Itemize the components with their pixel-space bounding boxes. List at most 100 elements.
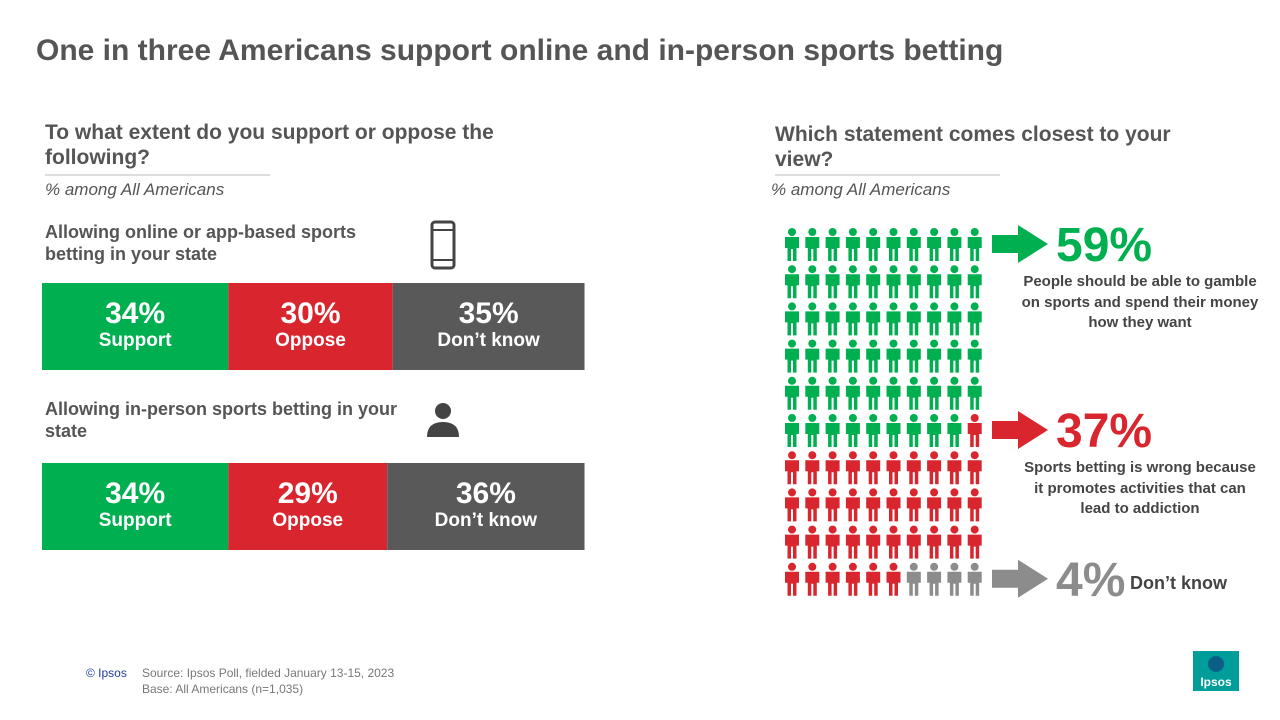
icon-body	[886, 423, 901, 447]
person-icon	[825, 302, 840, 336]
person-icon	[886, 414, 901, 447]
icon-head	[909, 339, 918, 348]
icon-head	[909, 265, 918, 274]
person-icon	[825, 339, 840, 373]
icon-body	[947, 571, 962, 596]
chart-subtitle: % among All Americans	[771, 180, 951, 199]
icon-head	[889, 451, 898, 460]
value-label: 36%	[455, 477, 516, 510]
person-icon	[886, 451, 901, 485]
icon-head	[788, 339, 796, 348]
person-icon	[927, 376, 942, 410]
icon-body	[927, 423, 942, 447]
icon-head	[848, 228, 857, 236]
person-icon	[785, 414, 799, 447]
icon-head	[808, 376, 817, 385]
person-icon	[906, 302, 921, 336]
icon-body	[967, 460, 982, 485]
value-label: 34%	[105, 297, 166, 330]
person-icon	[825, 228, 840, 261]
icon-head	[909, 376, 918, 385]
bar-segment	[42, 463, 229, 550]
icon-body	[967, 348, 982, 373]
icon-head	[950, 451, 959, 460]
icon-body	[825, 274, 840, 299]
icon-body	[805, 534, 820, 559]
icon-head	[970, 302, 979, 311]
person-icon	[866, 414, 881, 447]
person-icon	[845, 265, 860, 299]
icon-body	[906, 460, 921, 485]
value-label: 34%	[105, 477, 166, 510]
icon-body	[947, 460, 962, 485]
person-icon	[967, 451, 982, 485]
icon-body	[785, 274, 799, 299]
arrow	[992, 225, 1048, 263]
icon-head	[970, 376, 979, 385]
icon-head	[808, 451, 817, 460]
icon-head	[869, 414, 878, 422]
arrow	[992, 559, 1048, 598]
icon-head	[970, 488, 979, 497]
person-icon	[947, 414, 962, 447]
icon-head	[848, 376, 857, 385]
icon-body	[967, 385, 982, 410]
icon-body	[927, 385, 942, 410]
icon-body	[785, 311, 799, 336]
person-icon	[785, 488, 799, 522]
icon-head	[950, 414, 959, 422]
icon-body	[886, 237, 901, 261]
icon-head	[950, 302, 959, 311]
icon-body	[805, 385, 820, 410]
icon-head	[970, 265, 979, 274]
icon-body	[825, 385, 840, 410]
logo-text: Ipsos	[1200, 675, 1232, 689]
icon-head	[970, 228, 979, 236]
icon-head	[828, 414, 837, 422]
icon-body	[906, 237, 921, 261]
icon-body	[927, 460, 942, 485]
icon-body	[785, 497, 799, 522]
icon-head	[808, 488, 817, 497]
person-icon	[866, 265, 881, 299]
person-icon	[805, 562, 820, 596]
person-icon	[967, 488, 982, 522]
icon-body	[906, 385, 921, 410]
icon-head	[950, 265, 959, 274]
icon-body	[845, 311, 860, 336]
person-icon	[967, 265, 982, 299]
icon-body	[805, 571, 820, 596]
icon-head	[828, 302, 837, 311]
person-icon	[886, 562, 901, 596]
person-icon	[886, 265, 901, 299]
icon-body	[805, 423, 820, 447]
icon-head	[848, 414, 857, 422]
chart-subtitle: % among All Americans	[45, 180, 225, 199]
icon-body	[825, 348, 840, 373]
person-icon	[785, 339, 799, 373]
icon-body	[825, 460, 840, 485]
person-icon	[785, 228, 799, 261]
icon-body	[967, 311, 982, 336]
copyright: © Ipsos	[86, 666, 127, 680]
person-icon	[785, 525, 799, 559]
icon-body	[785, 348, 799, 373]
icon-body	[845, 571, 860, 596]
bar-segment	[42, 283, 229, 370]
icon-body	[805, 348, 820, 373]
icon-body	[866, 534, 881, 559]
icon-body	[947, 311, 962, 336]
icon-head	[808, 414, 817, 422]
icon-head	[788, 376, 796, 385]
icon-head	[788, 562, 796, 571]
icon-head	[930, 376, 939, 385]
person-icon	[906, 562, 921, 596]
icon-body	[886, 571, 901, 596]
icon-body	[805, 237, 820, 261]
icon-head	[909, 562, 918, 571]
value-label: 29%	[277, 477, 338, 510]
person-icon	[805, 376, 820, 410]
icon-head	[930, 562, 939, 571]
person-icon	[805, 451, 820, 485]
